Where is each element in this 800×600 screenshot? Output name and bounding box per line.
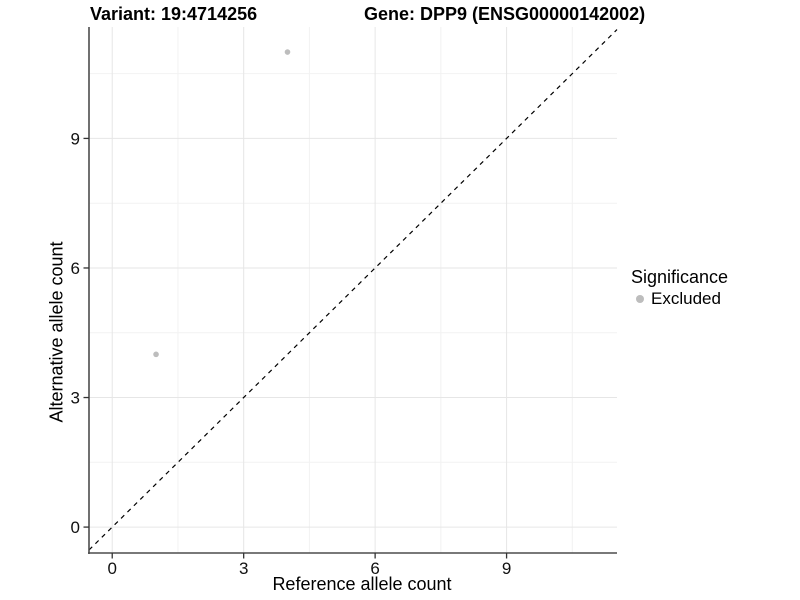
y-tick-label: 6 — [71, 259, 80, 278]
point-icon — [636, 295, 644, 303]
legend-entry-label: Excluded — [651, 289, 721, 308]
x-tick-label: 6 — [370, 559, 379, 578]
legend: Significance Excluded — [631, 266, 728, 309]
y-tick-label: 3 — [71, 389, 80, 408]
x-tick-label: 9 — [502, 559, 511, 578]
identity-line — [88, 29, 618, 551]
y-tick-label: 9 — [71, 129, 80, 148]
plot-title-gene: Gene: DPP9 (ENSG00000142002) — [364, 4, 646, 24]
x-tick-label: 0 — [107, 559, 116, 578]
plot-title-variant: Variant: 19:4714256 — [90, 4, 258, 24]
x-axis-label: Reference allele count — [272, 574, 452, 594]
y-tick-label: 0 — [71, 518, 80, 537]
y-axis-label: Alternative allele count — [46, 241, 67, 423]
data-point — [284, 49, 291, 55]
data-point — [153, 351, 159, 358]
legend-title: Significance — [631, 267, 729, 287]
x-tick-label: 3 — [239, 559, 248, 578]
legend-entry-excluded: Excluded — [631, 289, 728, 309]
